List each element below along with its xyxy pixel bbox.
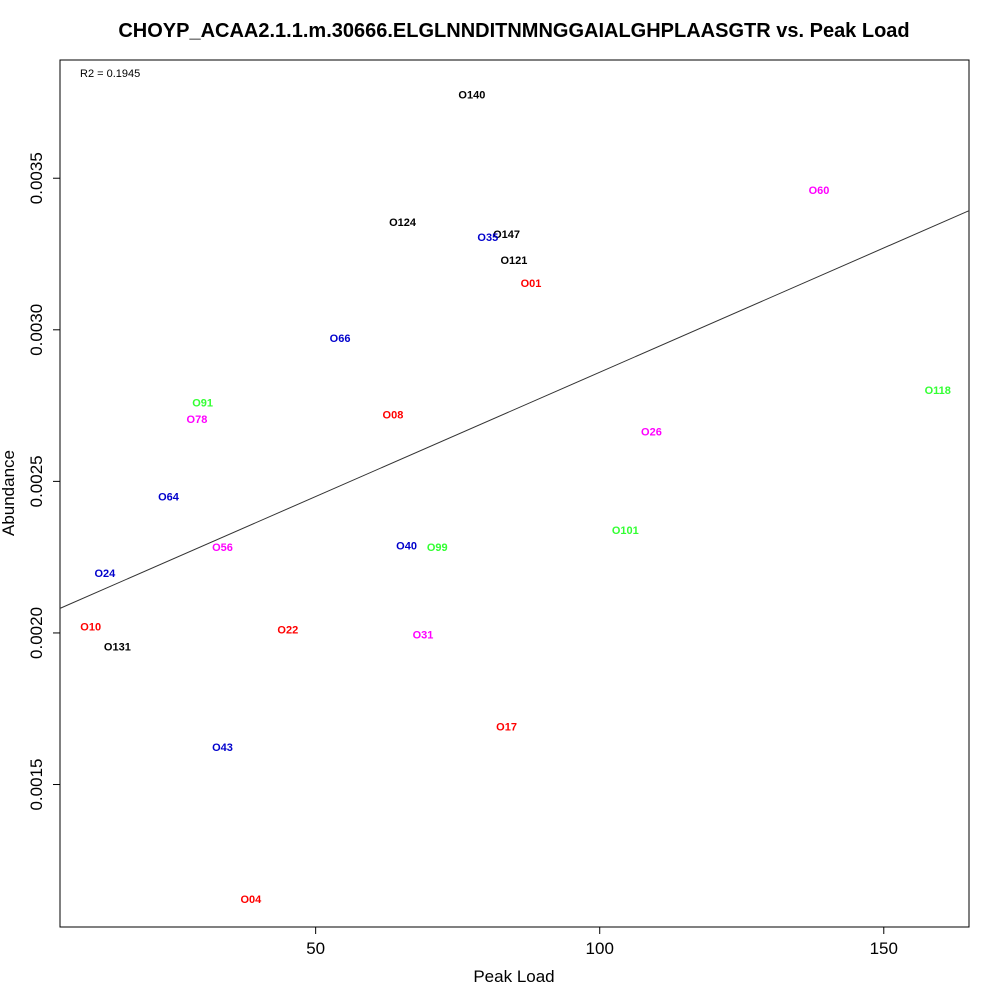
y-tick-label: 0.0020 [27, 607, 46, 659]
data-point-o131: O131 [104, 642, 131, 654]
data-point-o01: O01 [521, 278, 542, 290]
r2-annotation: R2 = 0.1945 [80, 68, 140, 80]
data-point-o64: O64 [158, 492, 180, 504]
y-tick-label: 0.0035 [27, 152, 46, 204]
data-point-o10: O10 [80, 622, 101, 634]
x-tick-label: 150 [870, 939, 898, 958]
plot-frame [59, 59, 970, 928]
y-tick-label: 0.0025 [27, 455, 46, 507]
data-point-o56: O56 [212, 542, 233, 554]
y-tick-label: 0.0030 [27, 304, 46, 356]
data-point-o66: O66 [330, 333, 351, 345]
data-point-o31: O31 [413, 629, 434, 641]
data-point-o78: O78 [187, 414, 208, 426]
data-point-o35: O35 [477, 232, 498, 244]
data-point-o101: O101 [612, 525, 639, 537]
data-point-o118: O118 [925, 385, 951, 397]
data-point-o43: O43 [212, 742, 233, 754]
data-point-o08: O08 [383, 409, 404, 421]
y-axis-label: Abundance [0, 450, 18, 536]
chart-title: CHOYP_ACAA2.1.1.m.30666.ELGLNNDITNMNGGAI… [118, 20, 909, 42]
regression-line-group [59, 210, 970, 609]
data-point-o124: O124 [389, 217, 417, 229]
data-point-o04: O04 [240, 894, 262, 906]
data-point-o99: O99 [427, 542, 448, 554]
data-point-o60: O60 [809, 185, 830, 197]
x-axis: 50 100 150 [306, 927, 898, 958]
x-tick-label: 50 [306, 939, 325, 958]
y-tick-label: 0.0015 [27, 759, 46, 811]
data-point-o26: O26 [641, 426, 662, 438]
data-point-o40: O40 [396, 541, 417, 553]
regression-line [59, 210, 970, 609]
data-point-o147: O147 [493, 229, 520, 241]
data-point-o24: O24 [94, 568, 116, 580]
y-axis: 0.0015 0.0020 0.0025 0.0030 0.0035 [27, 152, 60, 811]
data-point-o17: O17 [496, 721, 517, 733]
x-axis-label: Peak Load [473, 967, 554, 986]
x-tick-label: 100 [586, 939, 614, 958]
data-point-o22: O22 [277, 625, 298, 637]
data-point-o121: O121 [500, 255, 527, 267]
data-point-o91: O91 [192, 397, 213, 409]
data-point-o140: O140 [458, 89, 485, 101]
